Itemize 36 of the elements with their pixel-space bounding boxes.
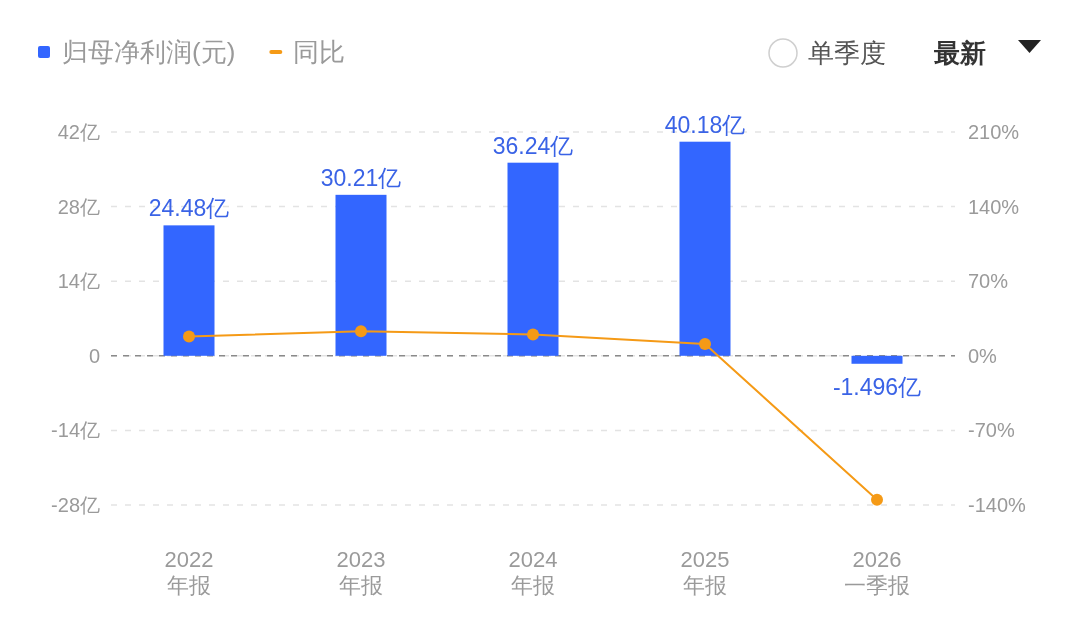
y-tick-label: -28亿 (51, 494, 100, 516)
y-tick-label: 28亿 (57, 195, 100, 218)
data-label: -1.496亿 (832, 373, 922, 400)
y2-tick-label: -140% (968, 494, 1027, 516)
x-tick-label: 2024 年报 (508, 547, 558, 598)
y2-tick-label: 210% (968, 121, 1020, 143)
text: 单季度 (808, 38, 886, 68)
point (355, 325, 367, 338)
point (871, 493, 883, 506)
legend-label: 归母净利润(元) (62, 37, 236, 67)
bar (851, 355, 903, 364)
x-tick-label: 2022 年报 (164, 547, 214, 598)
text: 最新 (933, 38, 986, 68)
point (699, 338, 711, 351)
y2-tick-label: 70% (968, 270, 1009, 293)
data-label: 36.24亿 (492, 132, 574, 159)
y2-tick-label: 140% (968, 195, 1020, 218)
y2-tick-label: -70% (968, 419, 1015, 442)
y-tick-label: 42亿 (57, 121, 100, 143)
x-tick-label: 2025 年报 (680, 547, 730, 598)
bar (679, 141, 731, 356)
y2-tick-label: 0% (968, 344, 998, 367)
x-tick-label: 2023 年报 (336, 547, 386, 598)
legend-label: 同比 (293, 37, 346, 67)
data-label: 30.21亿 (320, 164, 402, 191)
bar (335, 194, 387, 356)
point (183, 330, 195, 343)
point (527, 328, 539, 341)
bar (507, 162, 559, 356)
data-label: 24.48亿 (148, 195, 230, 222)
bar (163, 225, 215, 356)
y-tick-label: -14亿 (51, 419, 100, 442)
data-label: 40.18亿 (664, 111, 746, 138)
y-tick-label: 0 (88, 344, 100, 367)
y-tick-label: 14亿 (57, 270, 100, 293)
x-tick-label: 2026 一季报 (844, 547, 910, 598)
